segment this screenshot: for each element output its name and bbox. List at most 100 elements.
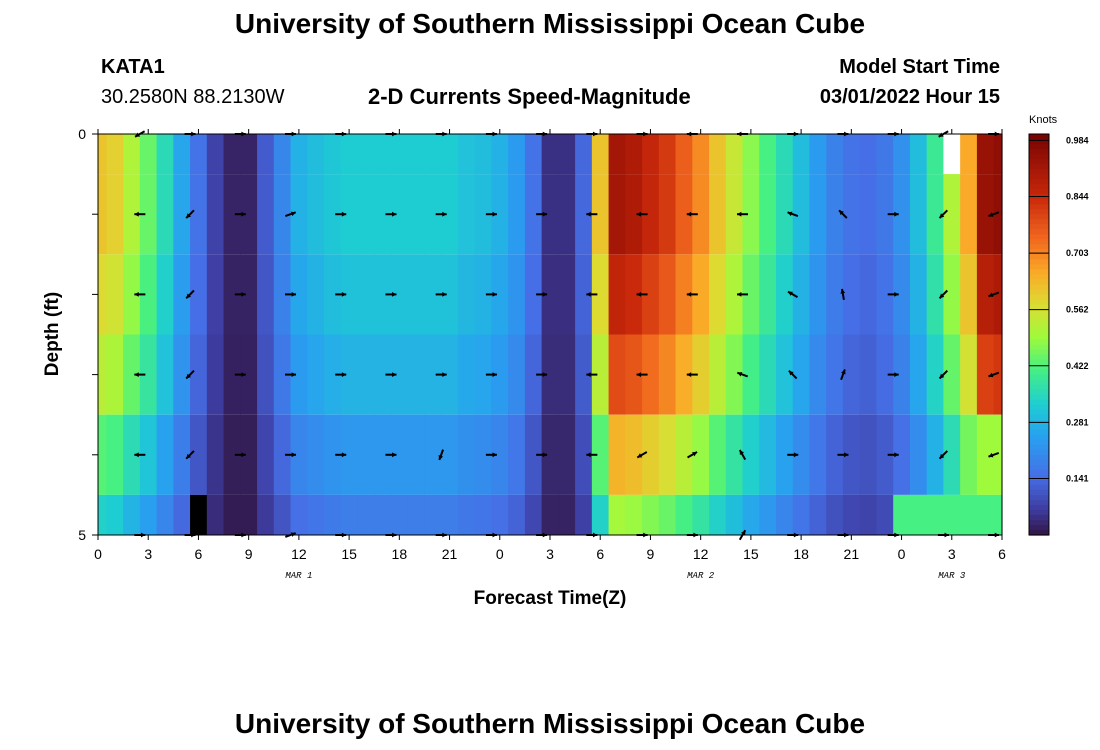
current-arrow	[285, 372, 297, 377]
colorbar-segment	[1029, 394, 1049, 401]
current-arrow	[988, 371, 1000, 378]
heat-cell	[742, 494, 760, 535]
heat-cell	[725, 494, 744, 535]
current-arrow	[586, 211, 598, 217]
heat-cell	[575, 494, 593, 535]
x-tick-label: 9	[647, 546, 655, 562]
heat-cell	[591, 494, 610, 535]
colorbar-segment	[1029, 269, 1049, 275]
heat-cell	[240, 174, 258, 255]
heat-cell	[340, 134, 359, 175]
heat-cell	[240, 414, 258, 495]
heat-cell	[524, 254, 543, 335]
heat-cell	[675, 134, 693, 175]
current-arrow	[686, 292, 698, 297]
colorbar-segment	[1029, 489, 1049, 496]
heat-cell	[257, 414, 275, 495]
heat-cell	[893, 494, 911, 535]
current-arrow	[838, 209, 848, 219]
heat-cell	[692, 334, 710, 415]
x-tick-label: 6	[998, 546, 1006, 562]
colorbar-segment	[1029, 334, 1049, 341]
current-arrow	[385, 372, 397, 377]
heat-cell	[725, 334, 744, 415]
heat-cell	[692, 254, 710, 335]
heat-cell	[776, 494, 794, 535]
heat-cell	[324, 494, 342, 535]
heat-cell	[541, 494, 559, 535]
heat-cell	[307, 134, 325, 175]
heat-cell	[625, 174, 643, 255]
x-tick-label: 12	[291, 546, 307, 562]
heat-cell	[441, 254, 459, 335]
heat-cell	[441, 414, 459, 495]
current-arrow	[636, 451, 648, 459]
heat-cell	[642, 334, 660, 415]
heat-cell	[709, 254, 727, 335]
heat-cell	[926, 414, 945, 495]
heat-cell	[658, 134, 677, 175]
x-tick-label: 3	[144, 546, 152, 562]
x-tick-label: 0	[496, 546, 504, 562]
heat-cell	[826, 494, 844, 535]
heat-cell	[491, 174, 509, 255]
heat-cell	[508, 254, 526, 335]
heat-cell	[826, 334, 844, 415]
heat-cell	[508, 414, 526, 495]
current-arrow	[485, 211, 497, 217]
heat-cell	[742, 334, 760, 415]
heat-cell	[675, 334, 693, 415]
heat-cell	[106, 494, 124, 535]
current-arrow	[840, 369, 846, 381]
heat-cell	[675, 414, 693, 495]
x-tick-label: 18	[392, 546, 408, 562]
heat-cell	[273, 334, 292, 415]
heat-cell	[524, 174, 543, 255]
day-label: MAR 3	[938, 571, 966, 581]
current-arrow	[134, 292, 146, 297]
heat-cell	[407, 334, 426, 415]
x-tick-label: 3	[546, 546, 554, 562]
colorbar-segment	[1029, 444, 1049, 451]
y-axis-label: Depth (ft)	[42, 292, 63, 376]
colorbar-segment	[1029, 344, 1049, 351]
heat-cell	[776, 134, 794, 175]
heat-cell	[893, 254, 911, 335]
heat-cell	[223, 414, 241, 495]
heat-cell	[943, 334, 961, 415]
current-arrow	[185, 289, 195, 299]
heat-cell	[424, 134, 442, 175]
colorbar-segment	[1029, 409, 1049, 416]
heat-cell	[491, 134, 509, 175]
heat-cell	[876, 334, 894, 415]
heat-cell	[826, 414, 844, 495]
colorbar-segment	[1029, 154, 1049, 160]
current-arrow	[887, 292, 899, 297]
current-arrow	[385, 211, 397, 217]
colorbar-segment	[1029, 349, 1049, 356]
heat-cell	[474, 174, 493, 255]
heat-cell	[792, 494, 811, 535]
heat-cell	[859, 174, 878, 255]
colorbar-tick-label: 0.141	[1066, 473, 1089, 483]
heat-cell	[859, 334, 878, 415]
heat-cell	[642, 494, 660, 535]
heat-cell	[826, 134, 844, 175]
colorbar-segment	[1029, 239, 1049, 245]
heat-cell	[709, 334, 727, 415]
heat-cell	[474, 494, 493, 535]
colorbar-segment	[1029, 324, 1049, 331]
heat-cell	[943, 134, 961, 175]
heat-cell	[658, 414, 677, 495]
heat-cell	[692, 414, 710, 495]
heat-cell	[859, 414, 878, 495]
colorbar-segment	[1029, 159, 1049, 165]
heat-cell	[859, 254, 878, 335]
current-arrow	[887, 372, 899, 377]
heat-cell	[524, 494, 543, 535]
current-arrow	[485, 452, 497, 458]
colorbar-segment	[1029, 224, 1049, 230]
x-axis: 0 3 6 9 12 15 18 21 0 3 6 9 12 15 18 21 0 3 6 MAR 1 MAR 2 MAR…	[94, 129, 1006, 581]
heat-cell	[357, 254, 375, 335]
heat-cell	[257, 334, 275, 415]
